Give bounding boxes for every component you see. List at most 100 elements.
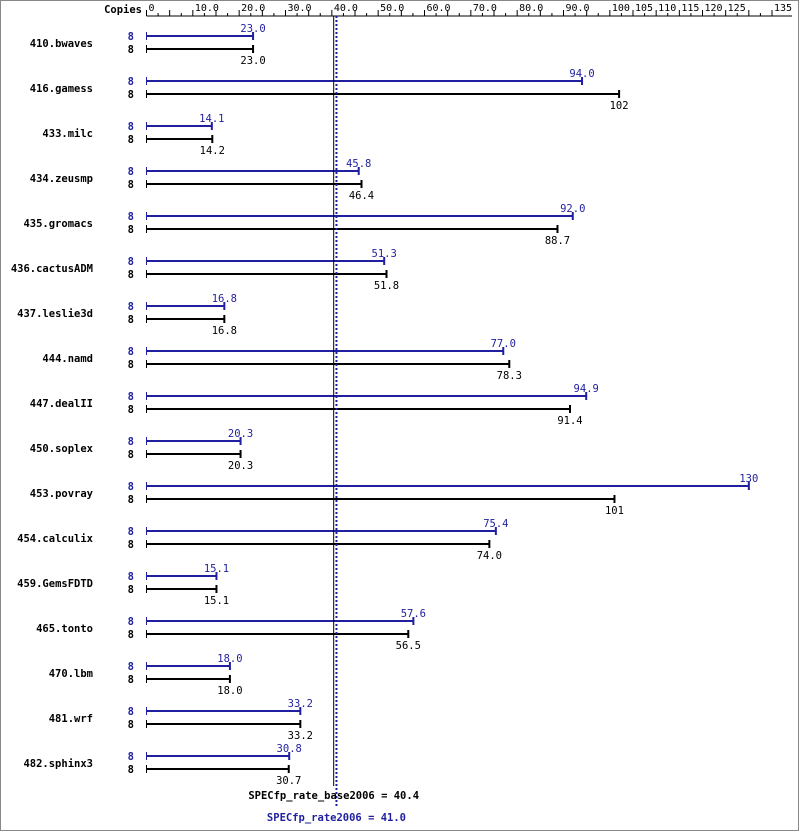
data-label: 56.5	[396, 640, 421, 652]
x-axis-tick-label: 100	[612, 3, 630, 14]
data-label: 20.3	[228, 428, 253, 440]
benchmark-row: 454.calculix 8 75.4 8 74.0	[17, 518, 508, 562]
axis-title: Copies	[104, 4, 142, 16]
copies-label: 8	[128, 616, 134, 628]
data-label: 77.0	[491, 338, 516, 350]
benchmark-name: 433.milc	[42, 128, 93, 140]
copies-label: 8	[128, 44, 134, 56]
copies-label: 8	[128, 256, 134, 268]
benchmark-row: 470.lbm 8 18.0 8 18.0	[49, 653, 243, 697]
benchmark-name: 459.GemsFDTD	[17, 578, 93, 590]
benchmark-name: 436.cactusADM	[11, 263, 93, 275]
data-label: 57.6	[401, 608, 426, 620]
data-label: 16.8	[212, 325, 237, 337]
data-label: 14.2	[200, 145, 225, 157]
data-label: 18.0	[217, 653, 242, 665]
x-axis-tick-label: 125	[728, 3, 746, 14]
data-label: 51.3	[372, 248, 397, 260]
data-label: 18.0	[217, 685, 242, 697]
data-label: 78.3	[497, 370, 522, 382]
copies-label: 8	[128, 89, 134, 101]
data-label: 30.8	[277, 743, 302, 755]
copies-label: 8	[128, 629, 134, 641]
benchmark-row: 435.gromacs 8 92.0 8 88.7	[23, 203, 585, 247]
data-label: 20.3	[228, 460, 253, 472]
base-reference-label: SPECfp_rate_base2006 = 40.4	[248, 790, 419, 802]
x-axis-tick-label: 60.0	[427, 3, 451, 14]
x-axis-tick-label: 70.0	[473, 3, 497, 14]
copies-label: 8	[128, 224, 134, 236]
copies-label: 8	[128, 179, 134, 191]
benchmark-name: 435.gromacs	[23, 218, 93, 230]
copies-label: 8	[128, 494, 134, 506]
copies-label: 8	[128, 481, 134, 493]
data-label: 101	[605, 505, 624, 517]
x-axis-tick-label: 80.0	[519, 3, 543, 14]
data-label: 15.1	[204, 563, 229, 575]
copies-label: 8	[128, 539, 134, 551]
x-axis-tick-label: 105	[635, 3, 653, 14]
data-label: 33.2	[288, 698, 313, 710]
copies-label: 8	[128, 301, 134, 313]
data-label: 130	[739, 473, 758, 485]
data-label: 75.4	[483, 518, 508, 530]
data-label: 94.9	[574, 383, 599, 395]
benchmark-name: 434.zeusmp	[30, 173, 93, 185]
data-label: 30.7	[276, 775, 301, 787]
benchmark-name: 410.bwaves	[30, 38, 93, 50]
benchmark-name: 454.calculix	[17, 533, 94, 545]
x-axis-tick-label: 20.0	[241, 3, 265, 14]
copies-label: 8	[128, 526, 134, 538]
copies-label: 8	[128, 661, 134, 673]
copies-label: 8	[128, 764, 134, 776]
benchmark-rows: 410.bwaves823.0823.0416.gamess894.081024…	[11, 23, 759, 787]
data-label: 91.4	[557, 415, 582, 427]
x-axis-tick-label: 10.0	[195, 3, 219, 14]
copies-label: 8	[128, 719, 134, 731]
data-label: 46.4	[349, 190, 374, 202]
x-axis-tick-label: 115	[681, 3, 699, 14]
benchmark-row: 433.milc 8 14.1 8 14.2	[42, 113, 225, 157]
benchmark-name: 447.dealII	[30, 398, 93, 410]
reference-lines: SPECfp_rate_base2006 = 40.4 SPECfp_rate20…	[248, 16, 419, 824]
copies-label: 8	[128, 314, 134, 326]
copies-label: 8	[128, 166, 134, 178]
data-label: 15.1	[204, 595, 229, 607]
benchmark-row: 410.bwaves 8 23.0 8 23.0	[30, 23, 266, 67]
copies-label: 8	[128, 436, 134, 448]
benchmark-row: 481.wrf 8 33.2 8 33.2	[49, 698, 313, 742]
x-axis-tick-label: 0	[149, 3, 155, 14]
x-axis-tick-label: 50.0	[380, 3, 404, 14]
copies-label: 8	[128, 449, 134, 461]
copies-label: 8	[128, 674, 134, 686]
benchmark-name: 444.namd	[42, 353, 93, 365]
copies-label: 8	[128, 404, 134, 416]
copies-label: 8	[128, 706, 134, 718]
copies-label: 8	[128, 76, 134, 88]
benchmark-row: 434.zeusmp 8 45.8 8 46.4	[30, 158, 374, 202]
data-label: 16.8	[212, 293, 237, 305]
benchmark-row: 453.povray 8 130 8 101	[30, 473, 759, 517]
data-label: 92.0	[560, 203, 585, 215]
benchmark-row: 416.gamess 8 94.0 8 102	[30, 68, 629, 112]
data-label: 23.0	[240, 55, 265, 67]
data-label: 51.8	[374, 280, 399, 292]
benchmark-name: 437.leslie3d	[17, 308, 93, 320]
copies-label: 8	[128, 751, 134, 763]
benchmark-row: 459.GemsFDTD 8 15.1 8 15.1	[17, 563, 229, 607]
benchmark-row: 444.namd 8 77.0 8 78.3	[42, 338, 522, 382]
benchmark-row: 436.cactusADM 8 51.3 8 51.8	[11, 248, 399, 292]
x-axis-tick-label: 135	[774, 3, 792, 14]
data-label: 33.2	[288, 730, 313, 742]
copies-label: 8	[128, 346, 134, 358]
benchmark-name: 453.povray	[30, 488, 94, 500]
copies-label: 8	[128, 121, 134, 133]
copies-label: 8	[128, 571, 134, 583]
benchmark-name: 450.soplex	[30, 443, 94, 455]
benchmark-name: 482.sphinx3	[23, 758, 93, 770]
data-label: 94.0	[569, 68, 594, 80]
benchmark-row: 437.leslie3d 8 16.8 8 16.8	[17, 293, 237, 337]
data-label: 74.0	[477, 550, 502, 562]
